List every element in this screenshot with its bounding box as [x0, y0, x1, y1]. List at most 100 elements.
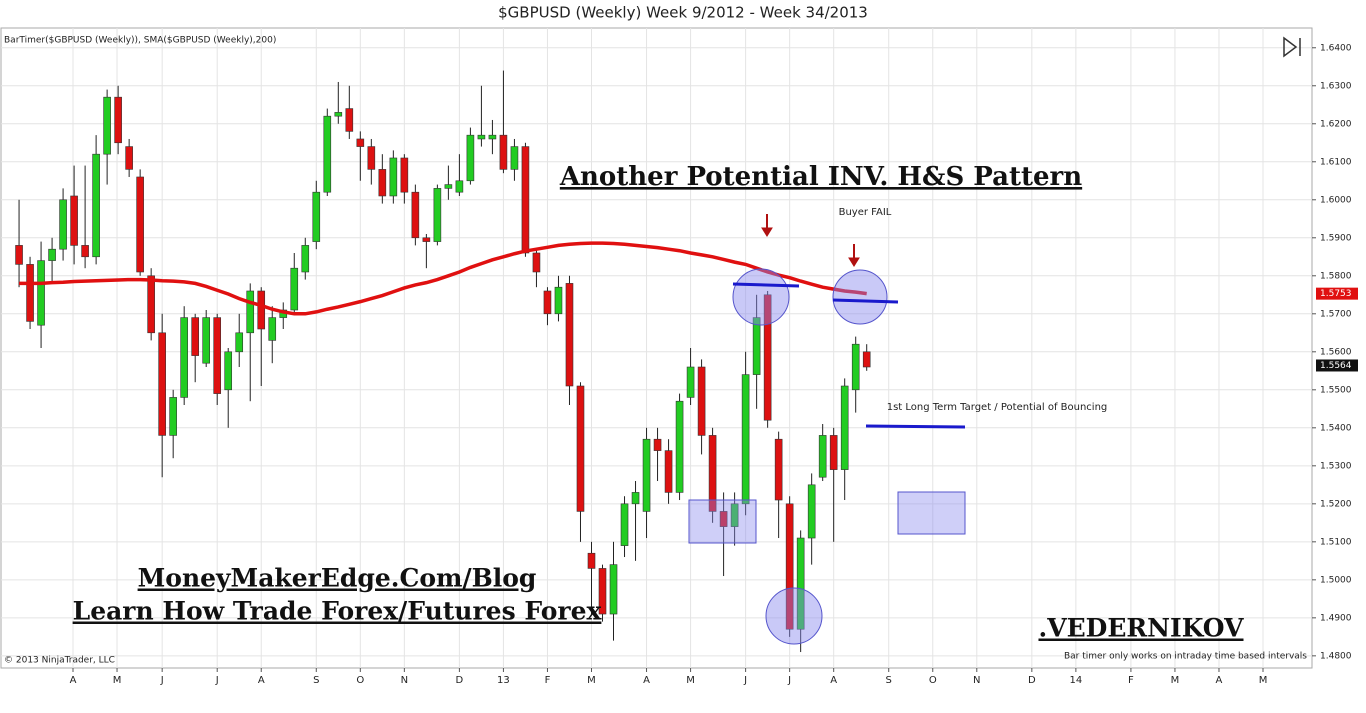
buyer-fail-label: Buyer FAIL — [839, 207, 892, 218]
candle-body — [15, 245, 23, 265]
candle-body — [752, 317, 761, 375]
x-tick-label: N — [973, 675, 980, 686]
arrow — [761, 214, 773, 237]
candle-body — [180, 317, 188, 398]
candle-body — [323, 115, 332, 193]
price-badge — [1316, 359, 1358, 372]
candle-body — [345, 108, 354, 132]
chart-title: $GBPUSD (Weekly) Week 9/2012 - Week 34/2… — [498, 4, 868, 22]
candle-body — [818, 435, 827, 478]
zone-box — [897, 491, 966, 535]
candle-body — [202, 317, 210, 364]
price-badge-label: 1.5564 — [1320, 361, 1352, 371]
candle-body — [730, 503, 739, 527]
x-tick-label: D — [456, 675, 464, 686]
candle-body — [829, 435, 838, 470]
candle-body — [257, 290, 266, 330]
x-tick-label: N — [401, 675, 408, 686]
y-tick-label: 1.6100 — [1320, 157, 1352, 167]
y-tick-label: 1.5300 — [1320, 461, 1352, 471]
x-tick-label: M — [686, 675, 695, 686]
candle-body — [235, 332, 244, 353]
y-tick-label: 1.6400 — [1320, 43, 1352, 53]
x-tick-label: J — [743, 675, 747, 686]
candle-body — [290, 267, 299, 311]
x-tick-label: O — [356, 675, 364, 686]
x-tick-label: O — [929, 675, 937, 686]
arrow — [848, 244, 860, 267]
y-tick-label: 1.5100 — [1320, 537, 1352, 547]
candle-body — [741, 374, 750, 505]
candle-body — [554, 286, 563, 315]
candle-body — [213, 317, 222, 394]
candle-body — [851, 343, 860, 391]
y-tick-label: 1.4900 — [1320, 613, 1352, 623]
candle-body — [367, 146, 376, 170]
price-badge-label: 1.5753 — [1320, 289, 1352, 299]
x-tick-label: M — [113, 675, 122, 686]
candle-body — [411, 191, 420, 239]
y-tick-label: 1.5500 — [1320, 385, 1352, 395]
candle-body — [224, 351, 233, 391]
candle-body — [862, 351, 871, 368]
candle-body — [147, 275, 155, 334]
candle-body — [433, 188, 442, 242]
candle-body — [125, 146, 133, 170]
candle-body — [356, 138, 365, 147]
candle-body — [334, 112, 343, 117]
candle-body — [37, 260, 45, 326]
author-label: .VEDERNIKOV — [1038, 614, 1244, 643]
candle-body — [719, 511, 728, 527]
x-tick-label: A — [1216, 675, 1223, 686]
candle-body — [422, 237, 431, 242]
neckline — [832, 298, 899, 304]
y-tick-label: 1.5800 — [1320, 271, 1352, 281]
candle-body — [26, 264, 34, 322]
candle-body — [301, 245, 310, 273]
candle-body — [92, 153, 100, 258]
grid — [1, 28, 1316, 672]
indicator-label: BarTimer($GBPUSD (Weekly)), SMA($GBPUSD … — [4, 36, 276, 46]
candle-body — [653, 438, 662, 451]
candle-body — [543, 290, 552, 315]
target-line — [865, 424, 966, 429]
x-tick-label: S — [886, 675, 892, 686]
candle-body — [81, 245, 89, 258]
x-tick-label: J — [215, 675, 219, 686]
x-tick-label: J — [160, 675, 164, 686]
candle-body — [686, 366, 695, 398]
candle-body — [576, 385, 585, 512]
play-icon[interactable] — [1283, 36, 1301, 58]
pattern-label: Another Potential INV. H&S Pattern — [559, 162, 1082, 192]
neckline — [732, 282, 800, 288]
candle-body — [466, 134, 475, 182]
x-tick-label: M — [587, 675, 596, 686]
candle-body — [136, 176, 144, 273]
candle-body — [389, 157, 398, 197]
zone-box — [688, 499, 757, 544]
blog-label: MoneyMakerEdge.Com/Blog — [138, 564, 537, 593]
y-tick-label: 1.4800 — [1320, 651, 1352, 661]
x-tick-label: S — [313, 675, 319, 686]
x-tick-label: F — [1128, 675, 1134, 686]
candle-body — [565, 283, 574, 387]
x-tick-label: A — [830, 675, 837, 686]
candle-body — [631, 492, 640, 505]
x-tick-label: F — [545, 675, 551, 686]
candle-body — [620, 503, 629, 546]
candle-body — [455, 180, 464, 193]
candle-body — [114, 96, 122, 144]
candle-body — [48, 248, 56, 261]
candle-body — [103, 96, 111, 155]
y-tick-label: 1.5700 — [1320, 309, 1352, 319]
x-tick-label: 14 — [1070, 675, 1083, 686]
candle-body — [664, 450, 673, 493]
y-tick-label: 1.5600 — [1320, 347, 1352, 357]
target-label: 1st Long Term Target / Potential of Boun… — [887, 402, 1108, 413]
candle-body — [774, 438, 783, 501]
y-tick-label: 1.6200 — [1320, 119, 1352, 129]
x-tick-label: J — [787, 675, 791, 686]
candle-body — [510, 146, 519, 170]
candle-body — [807, 484, 816, 539]
